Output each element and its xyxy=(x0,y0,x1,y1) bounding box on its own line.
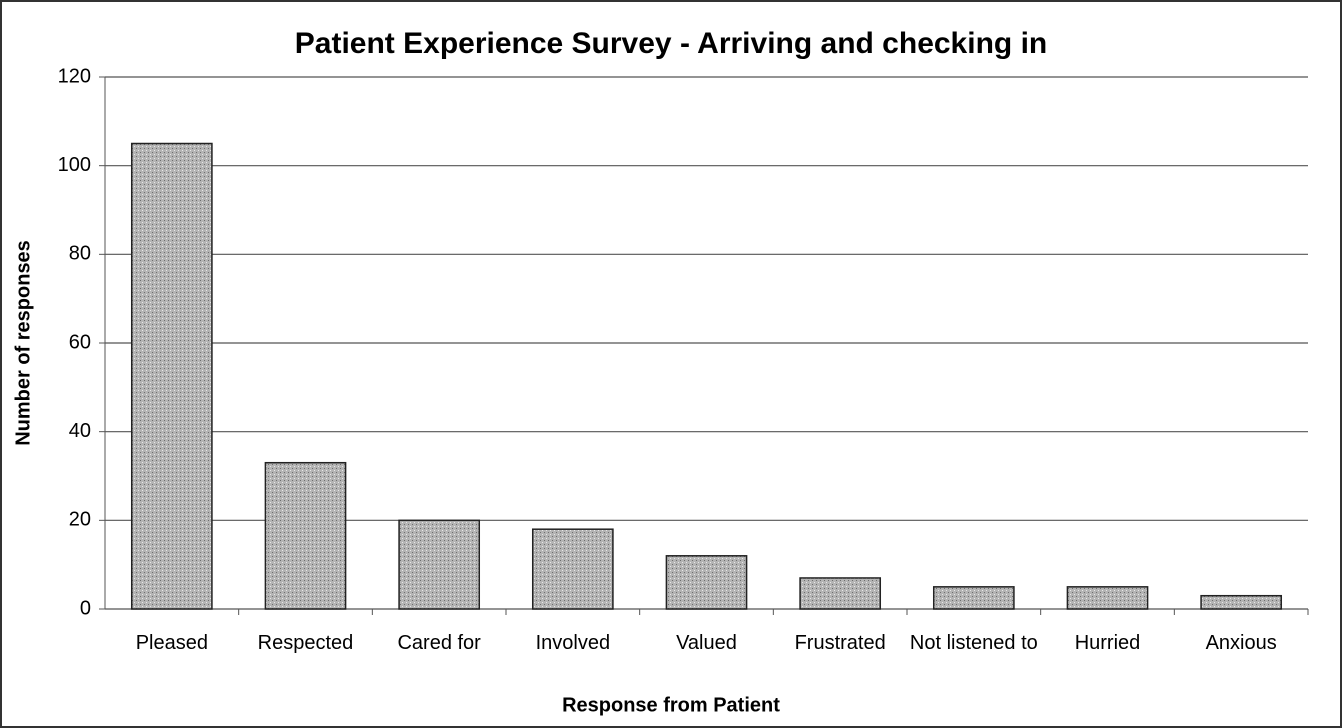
y-tick-label: 80 xyxy=(69,243,91,265)
x-tick-label: Pleased xyxy=(135,632,208,654)
y-tick-label: 100 xyxy=(58,154,91,176)
bar xyxy=(1066,586,1149,610)
bar xyxy=(531,528,614,610)
x-tick-label: Anxious xyxy=(1205,632,1277,654)
y-tick-label: 40 xyxy=(69,420,91,442)
bar xyxy=(398,519,481,610)
bar xyxy=(130,142,213,610)
x-tick-label: Frustrated xyxy=(794,632,886,654)
x-tick-label: Involved xyxy=(535,632,611,654)
x-axis-label: Response from Patient xyxy=(562,694,780,716)
bar xyxy=(1200,594,1283,610)
bar xyxy=(264,461,347,610)
x-tick-label: Valued xyxy=(676,632,737,654)
y-tick-label: 20 xyxy=(69,509,91,531)
chart-title: Patient Experience Survey - Arriving and… xyxy=(295,27,1047,60)
y-axis-label: Number of responses xyxy=(12,240,34,446)
bar xyxy=(665,555,748,610)
x-tick-label: Respected xyxy=(257,632,354,654)
bar xyxy=(932,586,1015,610)
x-tick-label: Not listened to xyxy=(909,632,1038,654)
bar xyxy=(799,577,882,610)
x-tick-label: Cared for xyxy=(397,632,481,654)
y-tick-label: 60 xyxy=(69,331,91,353)
x-tick-label: Hurried xyxy=(1074,632,1141,654)
y-tick-label: 0 xyxy=(80,597,91,619)
y-tick-label: 120 xyxy=(58,65,91,87)
